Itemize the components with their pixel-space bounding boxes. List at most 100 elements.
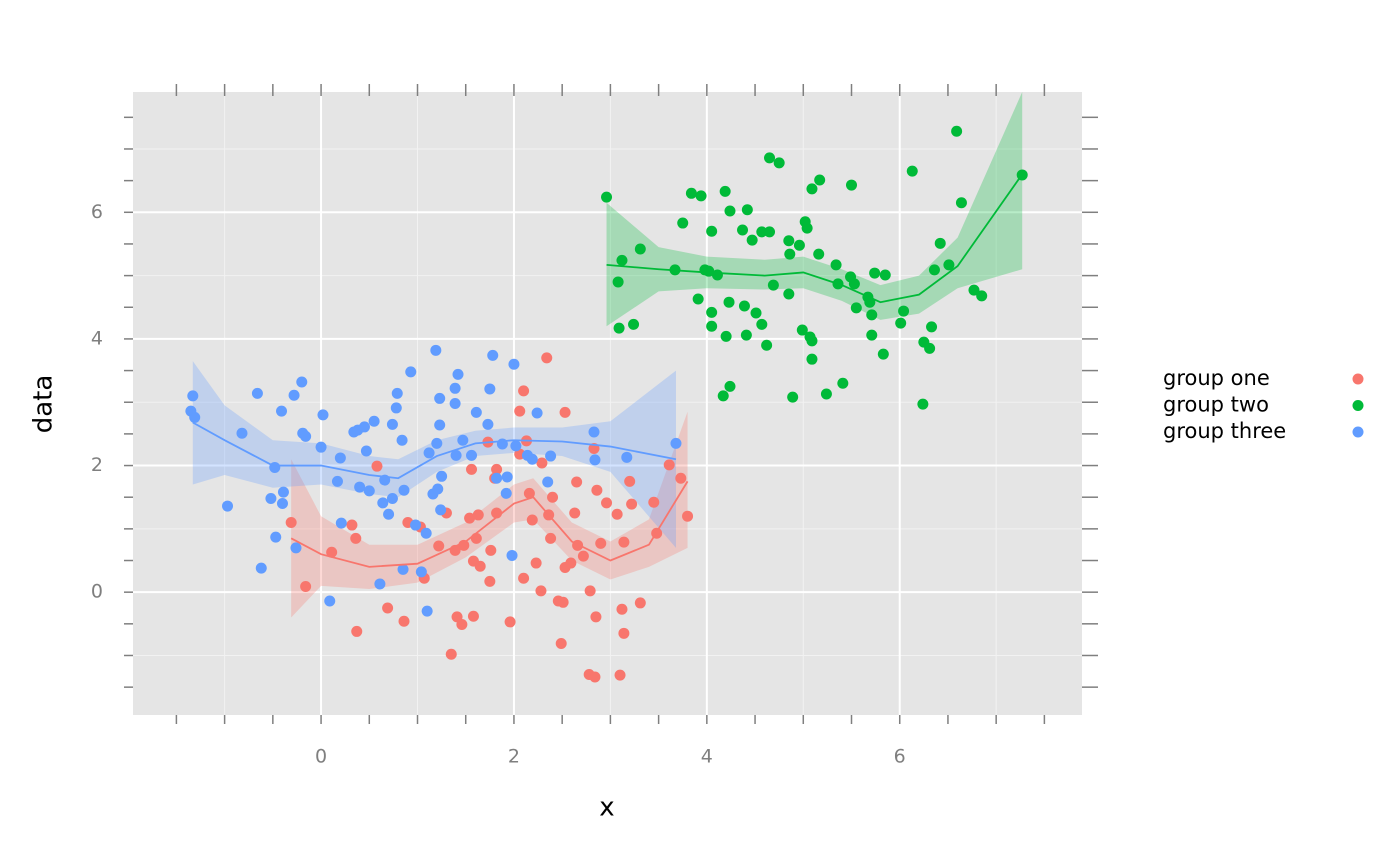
point bbox=[432, 483, 444, 495]
point bbox=[531, 407, 543, 419]
point bbox=[189, 411, 201, 423]
point bbox=[386, 492, 398, 504]
point bbox=[472, 509, 484, 521]
point bbox=[943, 259, 955, 271]
point bbox=[813, 248, 825, 260]
point bbox=[436, 470, 448, 482]
point bbox=[621, 451, 633, 463]
point bbox=[383, 508, 395, 520]
legend-swatch bbox=[1352, 373, 1364, 385]
point bbox=[756, 226, 768, 238]
smooth-line bbox=[290, 480, 689, 568]
point bbox=[457, 434, 469, 446]
point bbox=[584, 585, 596, 597]
point bbox=[591, 484, 603, 496]
point bbox=[501, 471, 513, 483]
point bbox=[377, 497, 389, 509]
legend-label: group two bbox=[1163, 393, 1269, 417]
point bbox=[350, 532, 362, 544]
point bbox=[410, 519, 422, 531]
x-tick-label: 0 bbox=[315, 746, 327, 768]
point bbox=[569, 507, 581, 519]
point bbox=[976, 290, 988, 302]
point bbox=[300, 430, 312, 442]
point bbox=[846, 179, 858, 191]
point bbox=[530, 557, 542, 569]
point bbox=[482, 418, 494, 430]
point bbox=[783, 288, 795, 300]
x-axis-title: x bbox=[599, 793, 614, 823]
point bbox=[750, 307, 762, 319]
point bbox=[470, 532, 482, 544]
point bbox=[470, 406, 482, 418]
point bbox=[545, 450, 557, 462]
point bbox=[719, 185, 731, 197]
point bbox=[866, 309, 878, 321]
legend-swatch bbox=[1352, 400, 1364, 411]
y-tick-label: 4 bbox=[91, 327, 103, 349]
point bbox=[358, 421, 370, 433]
point bbox=[434, 392, 446, 404]
point bbox=[557, 596, 569, 608]
point bbox=[434, 419, 446, 431]
point bbox=[526, 514, 538, 526]
point bbox=[334, 452, 346, 464]
point bbox=[820, 388, 832, 400]
point bbox=[601, 497, 613, 509]
point bbox=[504, 616, 516, 628]
point bbox=[801, 222, 813, 234]
point bbox=[555, 637, 567, 649]
point bbox=[265, 492, 277, 504]
point bbox=[618, 627, 630, 639]
point bbox=[300, 580, 312, 592]
point bbox=[951, 125, 963, 137]
legend-swatch bbox=[1352, 426, 1364, 438]
point bbox=[391, 387, 403, 399]
legend-label: group one bbox=[1163, 366, 1270, 390]
point bbox=[814, 174, 826, 186]
point bbox=[508, 358, 520, 370]
point bbox=[877, 348, 889, 360]
point bbox=[335, 517, 347, 529]
point bbox=[796, 324, 808, 336]
point bbox=[869, 267, 881, 279]
point bbox=[374, 578, 386, 590]
point bbox=[251, 387, 263, 399]
point bbox=[866, 329, 878, 341]
smooth-line bbox=[192, 421, 677, 480]
point bbox=[614, 669, 626, 681]
point bbox=[706, 225, 718, 237]
point bbox=[634, 597, 646, 609]
point bbox=[397, 563, 409, 575]
point bbox=[421, 605, 433, 617]
point bbox=[326, 546, 338, 558]
point bbox=[906, 165, 918, 177]
point bbox=[500, 487, 512, 499]
point bbox=[740, 329, 752, 341]
point bbox=[346, 519, 358, 531]
point bbox=[354, 481, 366, 493]
point bbox=[879, 269, 891, 281]
point bbox=[756, 318, 768, 330]
point bbox=[695, 190, 707, 202]
point bbox=[270, 531, 282, 543]
point bbox=[764, 226, 776, 238]
point bbox=[898, 305, 910, 317]
point bbox=[518, 572, 530, 584]
point bbox=[390, 402, 402, 414]
point bbox=[595, 537, 607, 549]
point bbox=[296, 376, 308, 388]
point bbox=[466, 463, 478, 475]
point bbox=[934, 237, 946, 249]
x-tick-label: 6 bbox=[894, 746, 906, 768]
point bbox=[288, 389, 300, 401]
point bbox=[588, 426, 600, 438]
point bbox=[706, 320, 718, 332]
point bbox=[398, 484, 410, 496]
point bbox=[559, 406, 571, 418]
point bbox=[445, 648, 457, 660]
point bbox=[611, 508, 623, 520]
point bbox=[928, 264, 940, 276]
point bbox=[382, 602, 394, 614]
